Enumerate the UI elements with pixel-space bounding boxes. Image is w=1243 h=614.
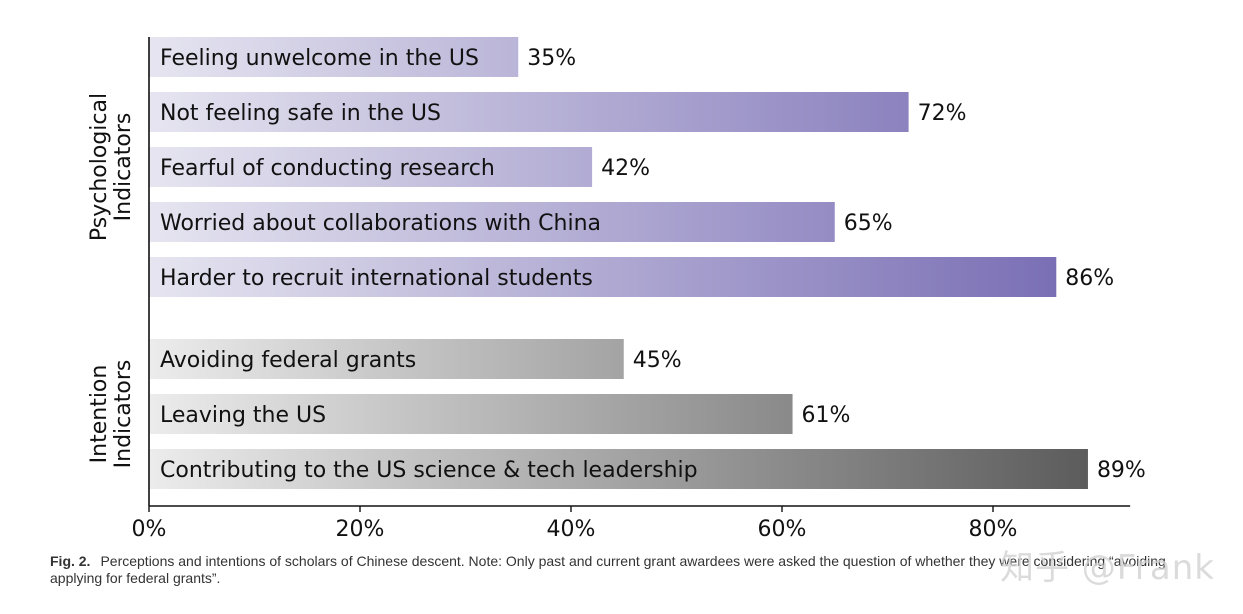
value-label: 45% (633, 348, 682, 373)
value-label: 61% (802, 403, 851, 428)
figure-caption: Fig. 2. Perceptions and intentions of sch… (50, 553, 1200, 587)
bar (149, 257, 1057, 297)
x-tick-label: 80% (969, 517, 1018, 542)
value-label: 89% (1097, 458, 1146, 483)
value-label: 86% (1065, 266, 1114, 291)
bar-label: Avoiding federal grants (160, 348, 416, 373)
bar (149, 339, 624, 379)
bar-label: Feeling unwelcome in the US (160, 46, 479, 71)
group-label: PsychologicalIndicators (87, 93, 136, 241)
figure-number: Fig. 2. (50, 553, 91, 569)
bar (149, 37, 519, 77)
value-label: 35% (527, 46, 576, 71)
group-label: IntentionIndicators (87, 360, 136, 469)
caption-text: Perceptions and intentions of scholars o… (50, 553, 1166, 586)
bars-layer: Feeling unwelcome in the US 35% Not feelin… (149, 37, 1146, 489)
bar (149, 394, 793, 434)
bar (149, 449, 1088, 489)
bar-label: Leaving the US (160, 403, 326, 428)
x-tick-label: 40% (547, 517, 596, 542)
value-label: 42% (601, 156, 650, 181)
bar-chart: Feeling unwelcome in the US 35% Not feelin… (87, 37, 1146, 542)
bar-label: Contributing to the US science & tech le… (160, 458, 698, 483)
bar (149, 92, 909, 132)
x-tick-label: 0% (132, 517, 167, 542)
bar-label: Harder to recruit international students (160, 266, 593, 291)
x-tick-label: 20% (336, 517, 385, 542)
bar-label: Not feeling safe in the US (160, 101, 441, 126)
axes: PsychologicalIndicators IntentionIndicato… (87, 37, 1131, 542)
value-label: 72% (918, 101, 967, 126)
bar-label: Worried about collaborations with China (160, 211, 601, 236)
x-tick-label: 60% (758, 517, 807, 542)
bar (149, 147, 593, 187)
watermark: 知乎 @Frank (1000, 548, 1215, 588)
value-label: 65% (844, 211, 893, 236)
bar-label: Fearful of conducting research (160, 156, 495, 181)
bar (149, 202, 835, 242)
